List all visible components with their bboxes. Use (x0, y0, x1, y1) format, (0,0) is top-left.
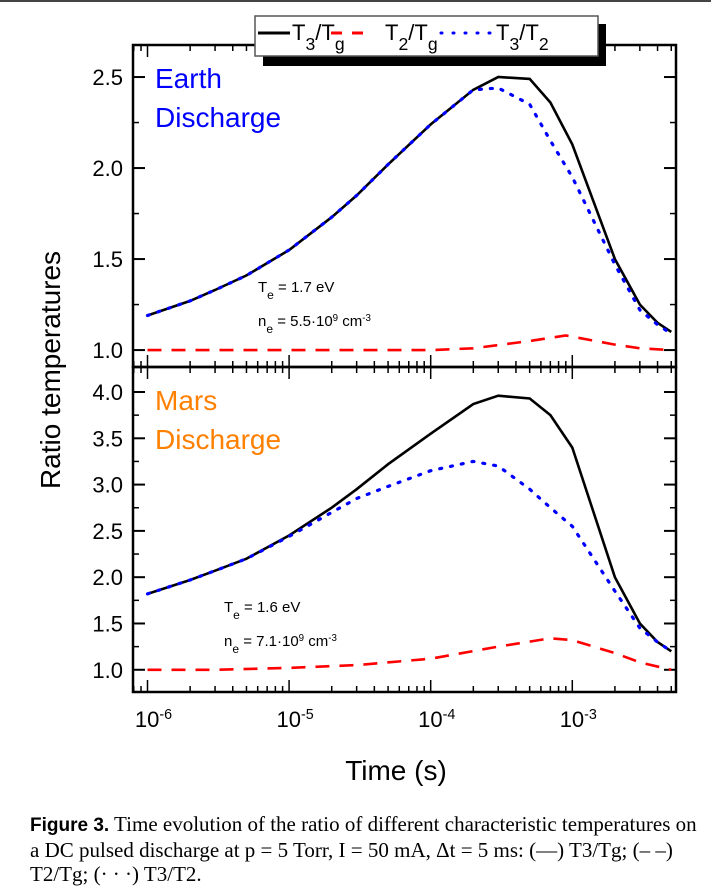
y-tick-label: 1.5 (92, 611, 123, 636)
electron-density-label: ne = 5.5·109 cm-3 (258, 313, 371, 337)
electron-density-label: ne = 7.1·109 cm-3 (224, 633, 337, 657)
y-tick-label: 1.0 (92, 658, 123, 683)
electron-temperature-label: Te = 1.6 eV (224, 599, 300, 622)
y-tick-label: 2.5 (92, 65, 123, 90)
panel-frame (131, 365, 678, 694)
y-tick-label: 3.5 (92, 426, 123, 451)
series-line-dashed (147, 334, 672, 352)
x-tick-label: 10-4 (418, 707, 455, 732)
y-axis-label: Ratio temperatures (35, 251, 66, 489)
y-tick-label: 2.5 (92, 519, 123, 544)
series-line-dotted (145, 459, 673, 653)
y-tick-label: 4.0 (92, 380, 123, 405)
panel-title: Discharge (155, 102, 281, 133)
x-tick-label: 10-5 (276, 707, 313, 732)
caption-label: Figure 3. (30, 815, 110, 836)
x-tick-label: 10-3 (560, 707, 597, 732)
legend-label: T3/T2 (496, 20, 549, 54)
y-tick-label: 2.0 (92, 565, 123, 590)
figure-caption: Figure 3. Time evolution of the ratio of… (30, 812, 710, 886)
legend-label: T3/Tg (292, 20, 345, 54)
y-tick-label: 3.0 (92, 473, 123, 498)
y-tick-label: 2.0 (92, 156, 123, 181)
panel-title: Earth (155, 63, 222, 94)
x-tick-label: 10-6 (135, 707, 172, 732)
electron-temperature-label: Te = 1.7 eV (258, 279, 334, 302)
series-line-dotted (145, 86, 673, 336)
x-axis-label: Time (s) (345, 755, 447, 786)
caption-text: Time evolution of the ratio of different… (30, 812, 697, 886)
figure-chart: 1.0 1.5 2.0 2.5 Earth Discharge Te = 1.7 eV ne … (35, 15, 678, 786)
page-top-border (0, 0, 711, 2)
panel-title: Mars (155, 385, 217, 416)
panel-title: Discharge (155, 424, 281, 455)
series-line-dashed (147, 636, 672, 672)
y-tick-label: 1.0 (92, 338, 123, 363)
legend-label: T2/Tg (385, 20, 438, 54)
y-tick-label: 1.5 (92, 247, 123, 272)
legend-box (254, 15, 599, 57)
